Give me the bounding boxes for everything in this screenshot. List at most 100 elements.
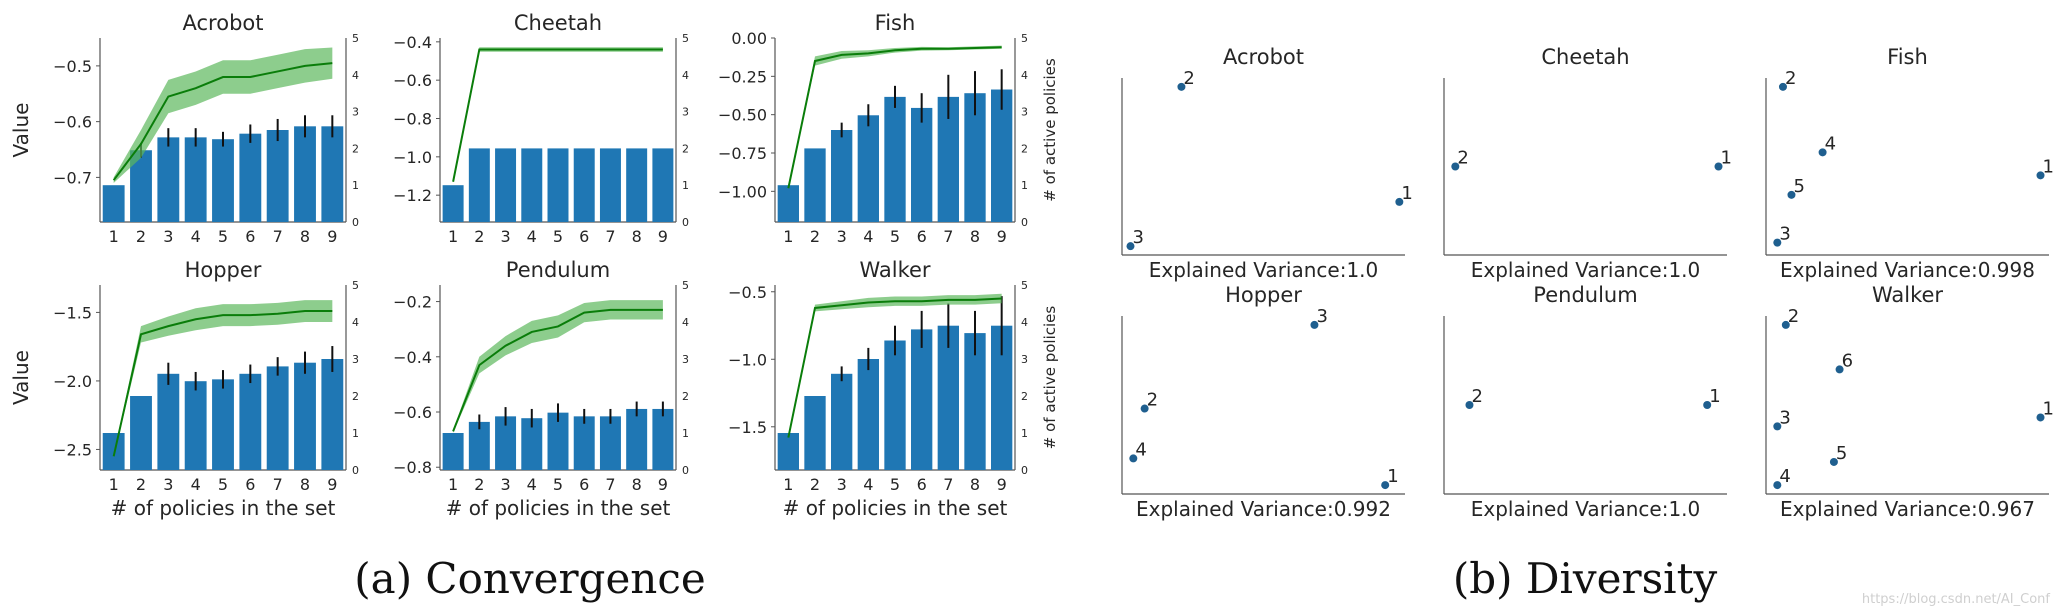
x-tick-label: 4 bbox=[527, 475, 537, 494]
diversity-panel-pendulum: Pendulum Explained Variance:1.0 1 2 bbox=[1443, 283, 1727, 521]
policy-point bbox=[1395, 197, 1404, 206]
bar bbox=[266, 366, 289, 470]
bar bbox=[521, 418, 543, 470]
y-tick-label: −1.0 bbox=[728, 350, 767, 369]
x-tick-label: 7 bbox=[605, 475, 615, 494]
policy-point bbox=[2036, 413, 2045, 422]
y2-tick-label: 0 bbox=[682, 216, 689, 229]
convergence-panel-cheetah: 1 2 3 4 5 6 7 8 9−1.2−1.0−0.8−0.6−0.4012345Cheet… bbox=[393, 11, 689, 246]
y2-tick-label: 3 bbox=[682, 106, 689, 119]
y2-tick-label: 4 bbox=[352, 69, 359, 82]
bar bbox=[468, 148, 490, 222]
y2-tick-label: 0 bbox=[682, 464, 689, 477]
value-line bbox=[112, 310, 333, 457]
bar bbox=[857, 359, 879, 470]
x-tick-label: 1 bbox=[109, 475, 119, 494]
bar bbox=[321, 126, 344, 222]
x-tick-label: 7 bbox=[943, 227, 953, 246]
y2-tick-label: 3 bbox=[1021, 106, 1028, 119]
bar bbox=[804, 396, 826, 470]
bar bbox=[157, 137, 180, 222]
y-tick-label: −0.2 bbox=[393, 293, 432, 312]
y-axis-label: Value bbox=[9, 103, 33, 158]
x-axis-label: # of policies in the set bbox=[783, 496, 1008, 520]
y2-tick-label: 3 bbox=[352, 106, 359, 119]
panel-title: Acrobot bbox=[183, 11, 264, 35]
x-tick-label: 6 bbox=[245, 475, 255, 494]
bar bbox=[102, 433, 125, 470]
x-tick-label: 1 bbox=[783, 227, 793, 246]
x-tick-label: 5 bbox=[218, 475, 228, 494]
bar bbox=[777, 185, 799, 222]
y-tick-label: −0.4 bbox=[393, 33, 432, 52]
x-tick-label: 9 bbox=[327, 475, 337, 494]
policy-point bbox=[1773, 238, 1782, 247]
bar bbox=[652, 148, 674, 222]
explained-variance-label: Explained Variance:0.998 bbox=[1780, 258, 2035, 282]
y2-tick-label: 5 bbox=[352, 32, 359, 45]
value-line bbox=[452, 308, 663, 432]
panel-title: Hopper bbox=[185, 258, 262, 282]
confidence-band bbox=[113, 47, 333, 183]
y-tick-label: −0.8 bbox=[393, 458, 432, 477]
bar bbox=[599, 148, 621, 222]
y2-tick-label: 1 bbox=[682, 179, 689, 192]
bar bbox=[991, 325, 1013, 470]
bar bbox=[857, 115, 879, 222]
x-tick-label: 4 bbox=[191, 475, 201, 494]
y-tick-label: −0.8 bbox=[393, 110, 432, 129]
bar bbox=[964, 93, 986, 222]
y2-tick-label: 3 bbox=[682, 353, 689, 366]
x-tick-label: 9 bbox=[658, 227, 668, 246]
panel-title: Cheetah bbox=[1541, 45, 1629, 69]
bar bbox=[626, 148, 648, 222]
x-tick-label: 7 bbox=[273, 227, 283, 246]
x-tick-label: 1 bbox=[109, 227, 119, 246]
policy-point bbox=[1818, 148, 1827, 157]
y-tick-label: −0.7 bbox=[53, 168, 92, 187]
bar bbox=[777, 433, 799, 470]
policy-point bbox=[1835, 365, 1844, 374]
bar bbox=[239, 373, 262, 470]
y2-tick-label: 4 bbox=[682, 69, 689, 82]
policy-point-label: 3 bbox=[1316, 306, 1327, 327]
y-tick-label: −0.6 bbox=[393, 403, 432, 422]
y2-tick-label: 1 bbox=[352, 179, 359, 192]
x-tick-label: 4 bbox=[191, 227, 201, 246]
x-tick-label: 9 bbox=[327, 227, 337, 246]
policy-point bbox=[1129, 454, 1138, 463]
bar bbox=[911, 107, 933, 222]
y-tick-label: −0.75 bbox=[718, 144, 767, 163]
policy-point bbox=[1310, 320, 1319, 329]
panel-title: Fish bbox=[1887, 45, 1928, 69]
policy-point-label: 1 bbox=[1401, 183, 1412, 204]
policy-point-label: 4 bbox=[1825, 133, 1836, 154]
bar bbox=[911, 329, 933, 470]
y2-tick-label: 1 bbox=[682, 427, 689, 440]
x-tick-label: 5 bbox=[553, 475, 563, 494]
policy-point-label: 4 bbox=[1779, 466, 1790, 487]
bar bbox=[599, 416, 621, 470]
panel-title: Pendulum bbox=[1533, 283, 1637, 307]
y2-tick-label: 4 bbox=[1021, 316, 1028, 329]
x-tick-label: 7 bbox=[943, 475, 953, 494]
diversity-panel-hopper: Hopper Explained Variance:0.992 1 2 3 4 bbox=[1121, 283, 1405, 521]
y2-tick-label: 5 bbox=[352, 279, 359, 292]
policy-point bbox=[1451, 162, 1460, 171]
policy-point bbox=[1703, 401, 1712, 409]
y2-tick-label: 2 bbox=[352, 142, 359, 155]
panel-title: Fish bbox=[875, 11, 916, 35]
bar bbox=[294, 362, 316, 470]
bar bbox=[804, 148, 826, 222]
bar bbox=[831, 373, 853, 470]
bar bbox=[130, 150, 152, 222]
x-tick-label: 9 bbox=[997, 227, 1007, 246]
bar bbox=[991, 89, 1013, 223]
x-tick-label: 1 bbox=[448, 227, 458, 246]
x-tick-label: 2 bbox=[810, 227, 820, 246]
y2-tick-label: 5 bbox=[682, 32, 689, 45]
x-tick-label: 5 bbox=[890, 475, 900, 494]
value-line bbox=[787, 297, 1002, 438]
